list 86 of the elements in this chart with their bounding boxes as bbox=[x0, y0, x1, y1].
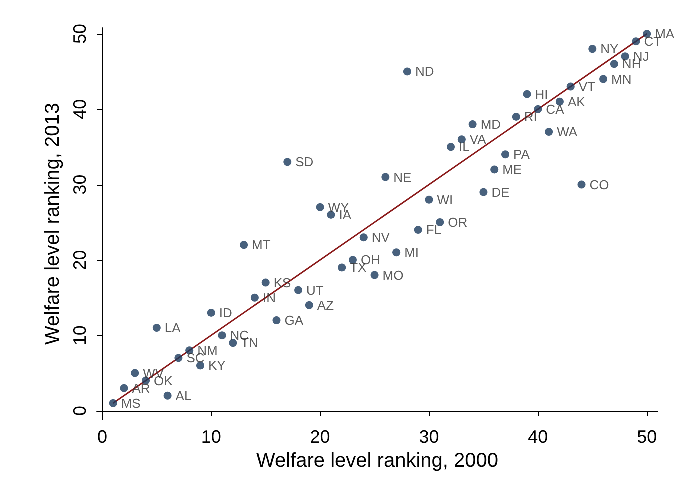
x-tick-label: 40 bbox=[528, 427, 548, 447]
data-label: FL bbox=[426, 222, 442, 238]
point bbox=[534, 105, 542, 114]
point bbox=[523, 90, 532, 98]
data-label: IL bbox=[459, 140, 470, 155]
y-tick-label: 50 bbox=[70, 24, 90, 44]
data-label: ID bbox=[219, 305, 232, 320]
point bbox=[512, 112, 520, 121]
point bbox=[360, 234, 368, 242]
data-label: VT bbox=[578, 79, 596, 94]
data-label: LA bbox=[164, 320, 182, 336]
y-tick-label: 20 bbox=[70, 250, 90, 270]
data-label: MD bbox=[480, 116, 502, 132]
point bbox=[316, 203, 324, 212]
data-label: ME bbox=[502, 162, 522, 178]
point bbox=[109, 399, 118, 408]
point bbox=[490, 166, 499, 174]
data-label: NE bbox=[394, 170, 412, 185]
y-tick-label: 10 bbox=[70, 326, 90, 346]
point bbox=[447, 143, 456, 152]
x-tick-label: 50 bbox=[637, 427, 658, 447]
point bbox=[272, 316, 281, 324]
point bbox=[502, 150, 510, 159]
x-axis-title: Welfare level ranking, 2000 bbox=[256, 450, 498, 472]
x-tick-label: 30 bbox=[419, 427, 440, 447]
point bbox=[250, 294, 259, 302]
point bbox=[578, 180, 586, 189]
data-label: MN bbox=[612, 72, 632, 87]
point bbox=[436, 218, 444, 226]
point bbox=[392, 248, 401, 257]
x-tick-label: 10 bbox=[201, 427, 222, 447]
data-label: MO bbox=[382, 268, 404, 283]
point bbox=[174, 354, 183, 362]
y-tick-label: 40 bbox=[70, 99, 90, 120]
y-axis-title: Welfare level ranking, 2013 bbox=[42, 103, 64, 345]
data-label: PA bbox=[513, 147, 530, 162]
point bbox=[566, 82, 575, 91]
point bbox=[164, 392, 172, 400]
data-label: MS bbox=[121, 396, 142, 411]
y-tick-label: 0 bbox=[70, 406, 90, 416]
data-label: GA bbox=[284, 312, 304, 328]
point bbox=[207, 308, 216, 317]
point bbox=[480, 188, 488, 196]
point bbox=[338, 264, 346, 272]
point bbox=[131, 369, 140, 378]
point bbox=[294, 286, 303, 294]
data-label: OR bbox=[448, 214, 468, 230]
point bbox=[240, 241, 248, 250]
data-label: NV bbox=[372, 230, 390, 246]
point bbox=[218, 332, 226, 340]
point bbox=[305, 301, 314, 310]
data-label: CO bbox=[590, 177, 610, 192]
data-label: CA bbox=[546, 102, 565, 117]
x-tick-label: 20 bbox=[310, 427, 330, 447]
point bbox=[545, 128, 554, 136]
data-label: ND bbox=[415, 64, 434, 80]
point bbox=[610, 60, 618, 68]
data-label: KY bbox=[208, 358, 226, 374]
point bbox=[284, 158, 292, 166]
data-label: NY bbox=[600, 42, 620, 57]
point bbox=[414, 226, 422, 234]
data-label: AK bbox=[568, 94, 586, 110]
point bbox=[382, 173, 390, 182]
data-label: WA bbox=[557, 124, 578, 140]
data-label: DE bbox=[492, 184, 510, 200]
point bbox=[370, 271, 379, 280]
data-label: UT bbox=[306, 282, 324, 298]
data-label: AZ bbox=[317, 298, 334, 313]
point bbox=[600, 75, 608, 84]
data-label: MI bbox=[404, 245, 420, 260]
point bbox=[152, 324, 161, 332]
point bbox=[468, 120, 477, 128]
point bbox=[120, 384, 128, 392]
data-label: SD bbox=[296, 154, 314, 170]
data-label: WI bbox=[437, 192, 454, 208]
data-label: AL bbox=[176, 388, 192, 404]
point bbox=[632, 38, 640, 46]
y-tick-label: 30 bbox=[70, 174, 90, 195]
point bbox=[425, 196, 434, 204]
point bbox=[588, 45, 597, 54]
point bbox=[262, 278, 270, 287]
data-label: MT bbox=[252, 238, 271, 253]
point bbox=[403, 68, 412, 76]
data-label: HI bbox=[535, 86, 548, 102]
x-tick-label: 0 bbox=[97, 427, 108, 447]
data-label: VA bbox=[470, 132, 487, 148]
